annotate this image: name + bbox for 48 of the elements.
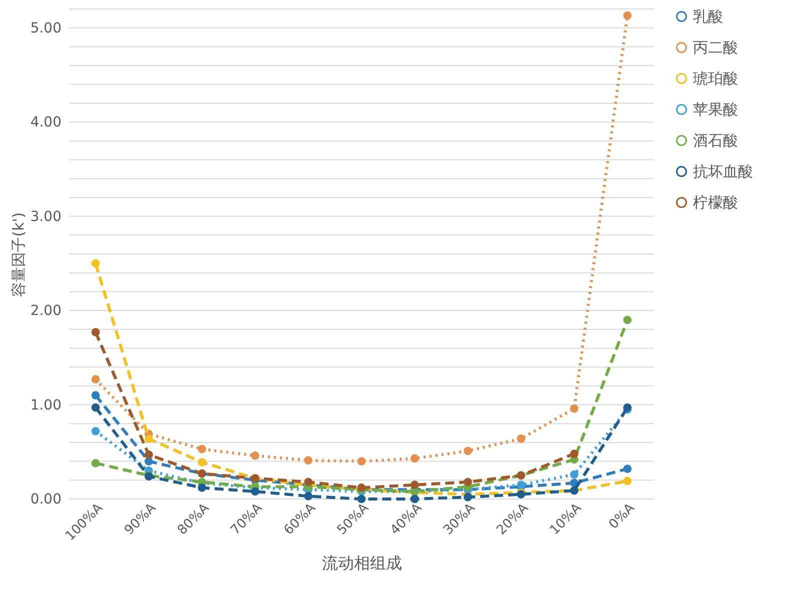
point: [623, 11, 632, 20]
point: [198, 458, 206, 466]
y-tick-label: 5.00: [30, 20, 62, 36]
point: [91, 375, 100, 384]
legend-label: 乳酸: [693, 8, 723, 26]
point: [91, 391, 100, 400]
y-axis-title: 容量因子(k'): [9, 212, 28, 297]
point: [250, 451, 260, 460]
point: [91, 259, 100, 268]
point: [250, 487, 260, 496]
x-axis-title: 流动相组成: [322, 553, 402, 572]
point: [570, 470, 578, 479]
legend-label: 丙二酸: [693, 38, 738, 56]
point: [410, 454, 419, 463]
point: [464, 478, 472, 486]
point: [304, 456, 312, 465]
y-tick-label: 2.00: [30, 303, 62, 320]
point: [304, 478, 312, 486]
point: [198, 444, 206, 454]
y-tick-label: 3.00: [30, 208, 62, 225]
point: [516, 434, 526, 443]
legend-label: 柠檬酸: [693, 194, 738, 212]
y-tick-label: 0.00: [30, 492, 62, 508]
point: [144, 450, 153, 459]
point: [91, 328, 100, 336]
point: [357, 494, 366, 504]
point: [623, 464, 632, 474]
point: [91, 403, 100, 412]
point: [464, 446, 472, 456]
point: [144, 434, 153, 443]
point: [464, 492, 472, 502]
point: [91, 459, 100, 468]
point: [357, 457, 366, 466]
legend-label: 酒石酸: [693, 132, 738, 150]
point: [304, 492, 312, 500]
y-tick-label: 1.00: [30, 397, 62, 414]
point: [91, 426, 100, 436]
legend-label: 苹果酸: [693, 100, 738, 118]
point: [623, 476, 632, 486]
point: [410, 480, 419, 490]
legend-label: 抗坏血酸: [693, 162, 753, 180]
y-tick-label: 4.00: [30, 114, 62, 131]
point: [623, 316, 632, 324]
point: [198, 484, 206, 492]
legend-label: 琥珀酸: [693, 70, 738, 88]
point: [570, 450, 578, 458]
point: [570, 404, 578, 413]
point: [410, 494, 419, 504]
